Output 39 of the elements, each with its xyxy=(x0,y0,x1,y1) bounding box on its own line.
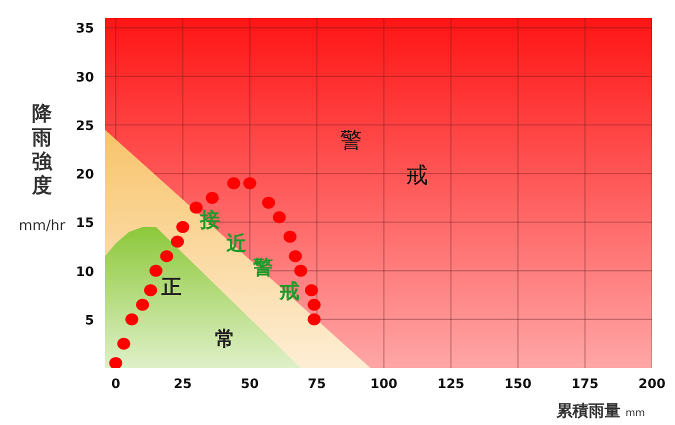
point xyxy=(206,192,219,204)
x-tick-label: 100 xyxy=(370,377,398,392)
x-tick-label: 175 xyxy=(571,377,599,392)
x-tick-label: 25 xyxy=(174,377,192,392)
point xyxy=(272,211,286,224)
point xyxy=(160,250,174,262)
x-tick-label: 150 xyxy=(504,377,532,392)
point xyxy=(243,177,256,190)
y-tick-label: 15 xyxy=(76,216,94,232)
point xyxy=(136,298,150,311)
point xyxy=(144,284,158,296)
point xyxy=(308,298,321,311)
y-tick-label: 10 xyxy=(76,264,94,280)
point xyxy=(227,177,240,190)
y-tick-label: 25 xyxy=(76,118,94,134)
point xyxy=(149,264,162,277)
point xyxy=(304,284,318,296)
y-tick-label: 35 xyxy=(76,22,94,37)
y-tick-label: 30 xyxy=(76,70,94,86)
y-tick-label: 5 xyxy=(84,313,94,328)
point xyxy=(284,230,297,243)
point xyxy=(288,250,302,262)
x-tick-label: 125 xyxy=(437,377,464,392)
point xyxy=(109,357,122,368)
y-tick-label: 20 xyxy=(76,168,94,183)
x-tick-label: 200 xyxy=(638,377,666,392)
x-tick-label: 0 xyxy=(111,377,120,392)
point xyxy=(262,196,276,209)
point xyxy=(308,313,321,326)
point xyxy=(294,264,308,277)
y-axis-title: 降雨強度 mm/hr xyxy=(18,101,66,234)
x-axis-title: 累積雨量 mm xyxy=(556,401,645,420)
x-tick-label: 50 xyxy=(240,377,259,392)
point xyxy=(176,221,190,234)
point xyxy=(125,313,138,326)
text: 警戒 xyxy=(340,128,428,188)
x-tick-label: 75 xyxy=(308,377,326,392)
point xyxy=(170,236,184,248)
point xyxy=(117,338,130,350)
